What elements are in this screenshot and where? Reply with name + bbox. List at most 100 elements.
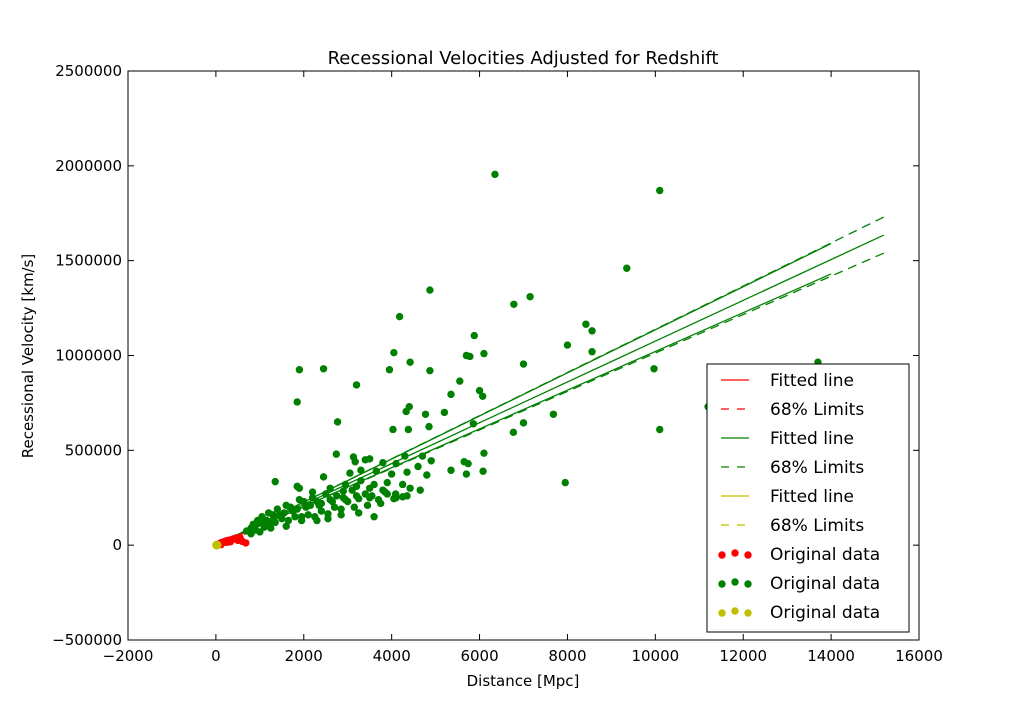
data-point-green [267,524,275,532]
data-point-green [398,480,407,489]
data-point-green [381,488,389,496]
legend-label: 68% Limits [770,458,864,478]
legend-swatch-point [744,551,752,559]
data-point-green [401,452,409,460]
y-tick-label: 1000000 [55,347,122,365]
legend-label: 68% Limits [770,516,864,536]
y-tick-label: 1500000 [55,252,122,270]
data-point-green [273,505,282,513]
data-point-red [242,539,250,547]
legend-swatch-point [731,578,739,586]
data-point-green [509,428,518,437]
data-point-green [293,398,301,406]
data-points-layer [212,170,822,550]
data-point-green [464,459,472,468]
data-point-green [403,492,411,500]
data-point-green [404,425,413,434]
data-point-green [333,492,341,500]
data-point-green [341,495,350,504]
data-point-green [313,516,321,525]
data-point-green [315,501,323,510]
data-point-green [352,381,361,389]
data-point-green [427,457,435,465]
data-point-green [379,458,387,467]
data-point-green [406,484,414,492]
data-point-green [269,511,277,519]
data-point-green [426,366,434,375]
data-point-green [304,511,312,519]
legend-label: Fitted line [770,371,854,391]
data-point-green [416,486,424,494]
data-point-green [462,470,471,478]
data-point-green [361,490,369,498]
data-point-green [361,456,369,464]
data-point-green [470,331,478,340]
data-point-green [282,522,290,530]
data-point-green [414,462,422,471]
legend: Fitted line 68% Limits Fitted line 68% Limi… [706,363,910,633]
legend-swatch-point [718,609,726,617]
y-axis-label: Recessional Velocity [km/s] [19,254,37,459]
data-point-green [456,377,464,385]
data-point-green [333,418,342,426]
data-point-green [469,420,478,428]
y-tick-label: −500000 [52,631,122,649]
data-point-green [324,514,332,523]
data-point-green [392,459,400,468]
data-point-green [480,349,488,358]
data-point-green [475,386,484,395]
data-point-green [466,352,474,361]
data-point-green [403,468,411,476]
data-point-green [395,312,404,321]
data-point-green [332,450,340,458]
x-tick-label: 16000 [895,647,943,665]
data-point-green [426,286,434,294]
data-point-green [376,499,385,508]
data-point-green [650,365,658,373]
x-tick-label: −2000 [103,647,154,665]
x-tick-label: 12000 [719,647,767,665]
data-point-green [480,449,488,457]
data-point-green [291,513,299,521]
legend-swatch-point [731,549,739,557]
data-point-green [308,488,317,496]
legend-label: Original data [770,603,880,623]
data-point-green [423,471,431,479]
data-point-green [519,360,528,368]
data-point-green [348,486,356,494]
data-point-green [341,480,350,489]
data-point-green [372,467,380,475]
chart-title: Recessional Velocities Adjusted for Reds… [328,48,719,69]
data-point-green [491,170,499,179]
data-point-green [319,473,328,481]
data-point-green [300,497,308,506]
legend-swatch-point [718,551,726,559]
data-point-green [368,492,376,500]
data-point-green [561,478,569,487]
x-tick-label: 8000 [548,647,586,665]
legend-label: Original data [770,574,880,594]
x-axis: −2000 0 2000 4000 6000 8000 10000 12000 14000 160… [103,71,943,665]
data-point-green [363,501,372,510]
data-point-green [425,422,433,431]
data-point-green [350,503,359,511]
data-point-green [284,516,293,525]
data-point-green [421,410,430,418]
data-point-green [247,530,255,538]
data-point-green [271,477,279,486]
data-point-green [447,466,455,474]
data-point-green [355,509,363,517]
data-point-green [447,390,455,399]
legend-label: Original data [770,545,880,565]
y-tick-label: 0 [112,536,122,554]
data-point-green [295,366,304,374]
data-point-green [302,503,310,511]
x-tick-label: 14000 [807,647,855,665]
x-tick-label: 10000 [631,647,679,665]
data-point-green [588,327,596,335]
data-point-green [357,466,365,474]
data-point-green [357,476,365,485]
data-point-green [582,320,590,328]
y-tick-label: 2500000 [55,62,122,80]
data-point-green [656,425,664,434]
